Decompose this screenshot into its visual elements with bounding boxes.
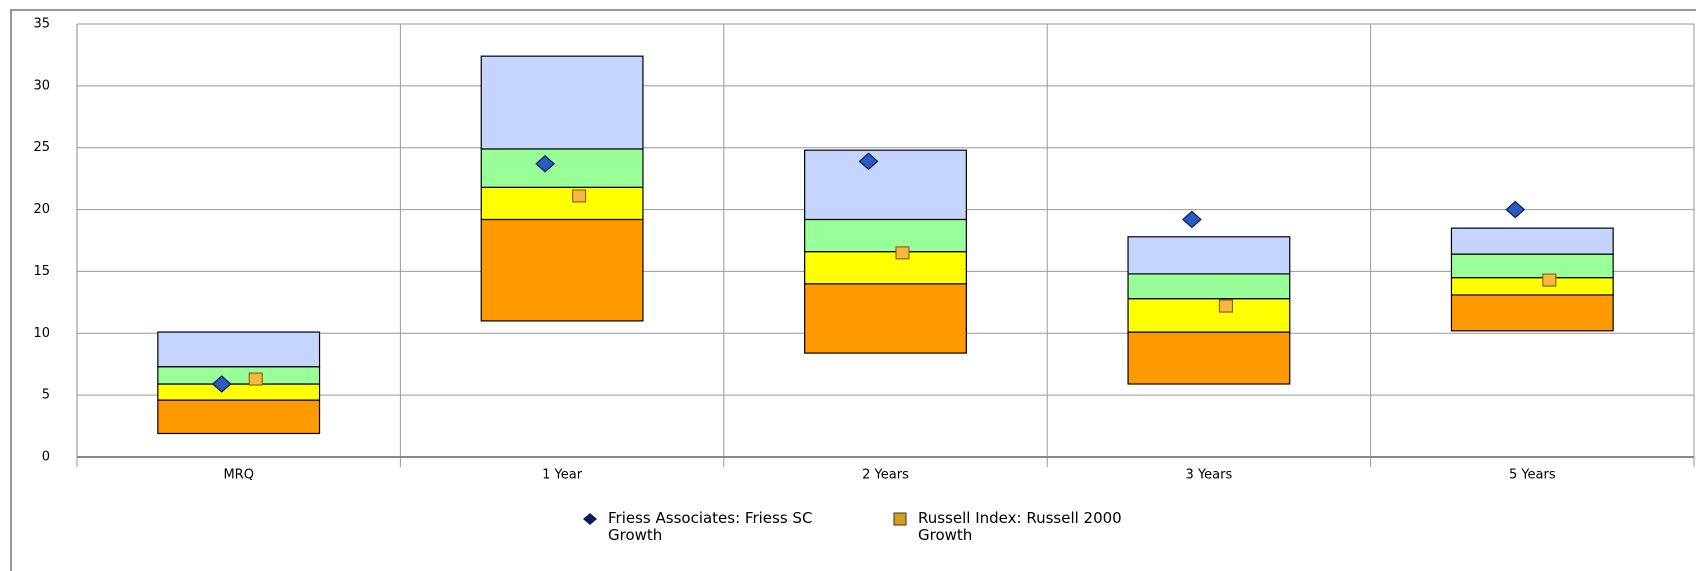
square-marker xyxy=(248,372,263,386)
diamond-marker xyxy=(1181,210,1202,229)
diamond-marker xyxy=(858,152,879,171)
x-tick-label: 2 Years xyxy=(862,468,909,483)
square-marker xyxy=(895,246,910,260)
range-segment xyxy=(804,149,967,221)
x-tick-label: 1 Year xyxy=(542,468,583,483)
range-segment xyxy=(1127,331,1291,385)
range-segment xyxy=(480,148,644,188)
legend-label: Friess Associates: Friess SC Growth xyxy=(608,509,813,544)
range-segment xyxy=(157,331,321,368)
legend-diamond xyxy=(583,513,597,525)
range-segment xyxy=(1127,236,1291,275)
range-segment xyxy=(157,383,321,401)
y-tick-label: 10 xyxy=(33,326,50,341)
square-marker xyxy=(1542,273,1557,287)
range-segment xyxy=(804,251,967,285)
range-segment xyxy=(157,399,321,435)
legend-label: Russell Index: Russell 2000 Growth xyxy=(918,509,1122,544)
y-tick-label: 20 xyxy=(33,202,50,217)
y-tick-label: 5 xyxy=(42,388,50,403)
range-segment xyxy=(157,366,321,385)
square-marker xyxy=(1218,299,1233,313)
frame-border xyxy=(10,9,1696,571)
range-segment xyxy=(804,283,967,354)
range-segment xyxy=(1127,273,1291,300)
range-segment xyxy=(480,55,644,150)
diamond-marker xyxy=(535,154,556,173)
y-tick-label: 15 xyxy=(33,264,50,279)
range-segment xyxy=(480,218,644,322)
y-tick-label: 25 xyxy=(33,140,50,155)
range-segment xyxy=(1450,277,1614,296)
range-segment xyxy=(1450,227,1614,255)
y-tick-label: 30 xyxy=(33,78,50,93)
square-marker xyxy=(572,189,587,203)
range-segment xyxy=(1450,294,1614,332)
range-segment xyxy=(1127,298,1291,333)
x-tick-label: MRQ xyxy=(223,468,253,483)
x-tick-label: 3 Years xyxy=(1186,468,1233,483)
diamond-marker xyxy=(1505,200,1526,219)
y-tick-label: 35 xyxy=(33,17,50,32)
range-segment xyxy=(804,218,967,253)
range-segment xyxy=(480,186,644,221)
y-tick-label: 0 xyxy=(42,450,50,465)
diamond-marker xyxy=(211,375,232,393)
x-tick-label: 5 Years xyxy=(1509,468,1556,483)
range-segment xyxy=(1450,253,1614,279)
legend-square xyxy=(893,512,907,526)
